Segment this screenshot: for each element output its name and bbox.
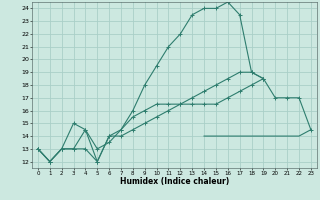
X-axis label: Humidex (Indice chaleur): Humidex (Indice chaleur) — [120, 177, 229, 186]
